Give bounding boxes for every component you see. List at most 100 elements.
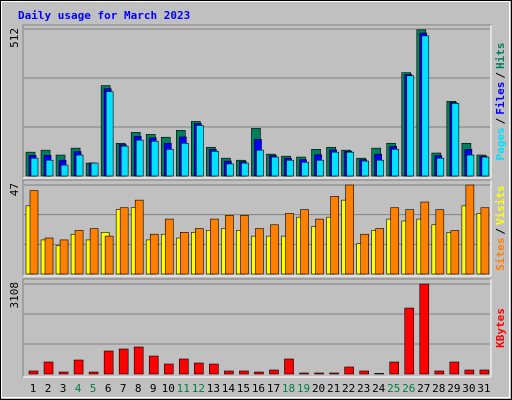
x-tick-label: 31 <box>477 382 490 395</box>
x-tick-label: 1 <box>30 382 37 395</box>
bar <box>314 372 324 375</box>
y-tick-label: 3108 <box>8 282 21 309</box>
bar <box>148 355 159 375</box>
legend-separator: / <box>494 228 507 235</box>
x-tick-label: 19 <box>297 382 310 395</box>
bar <box>481 156 490 177</box>
x-tick-label: 3 <box>60 382 67 395</box>
legend: Sites / Visits <box>494 185 507 271</box>
x-tick-label: 2 <box>45 382 52 395</box>
bar <box>254 371 264 375</box>
bar <box>240 214 249 275</box>
bar <box>284 358 294 375</box>
bar <box>105 91 114 177</box>
bar <box>60 164 69 177</box>
bar <box>45 159 54 177</box>
bar <box>375 228 384 275</box>
bar <box>256 149 264 177</box>
bar <box>59 239 69 275</box>
bar <box>89 228 99 275</box>
bar <box>329 372 339 375</box>
bar <box>435 209 445 275</box>
bar <box>88 371 99 375</box>
bar <box>480 207 490 275</box>
bar <box>450 230 460 275</box>
bar <box>196 125 204 177</box>
bar <box>344 366 354 375</box>
bar <box>134 199 144 275</box>
bar <box>346 151 354 177</box>
x-tick-label: 9 <box>150 382 157 395</box>
x-tick-label: 16 <box>252 382 265 395</box>
bar <box>211 151 219 177</box>
bar <box>285 213 294 275</box>
bar <box>195 228 204 275</box>
bar <box>241 162 249 177</box>
bar <box>316 159 324 177</box>
bar <box>345 184 354 275</box>
bar <box>436 157 445 177</box>
legend-entry: Pages <box>494 127 507 160</box>
bar <box>286 159 294 177</box>
x-tick-label: 18 <box>282 382 295 395</box>
legend-entry: Sites <box>494 238 507 271</box>
bar <box>331 151 339 177</box>
bar <box>74 230 84 275</box>
legend-entry: Files <box>494 82 507 115</box>
bar <box>239 370 249 375</box>
x-tick-label: 27 <box>417 382 430 395</box>
bar <box>210 218 219 275</box>
x-tick-label: 11 <box>177 382 190 395</box>
bar <box>359 370 369 375</box>
bar <box>226 163 234 177</box>
bar <box>390 207 400 275</box>
legend: Pages / Files / Hits <box>494 43 507 161</box>
legend-separator: / <box>494 117 507 124</box>
x-tick-label: 7 <box>120 382 127 395</box>
bar <box>28 370 39 375</box>
x-tick-label: 10 <box>162 382 175 395</box>
bar <box>73 359 84 375</box>
bar <box>179 358 189 375</box>
bar <box>419 283 430 375</box>
bar <box>165 148 174 177</box>
legend-separator: / <box>494 72 507 79</box>
bar <box>30 157 39 177</box>
x-tick-label: 8 <box>135 382 142 395</box>
bar <box>391 148 400 177</box>
x-tick-label: 30 <box>462 382 475 395</box>
x-tick-label: 20 <box>312 382 325 395</box>
x-tick-label: 28 <box>432 382 445 395</box>
x-tick-label: 15 <box>237 382 250 395</box>
chart-title: Daily usage for March 2023 <box>18 9 190 22</box>
bar <box>466 154 475 177</box>
bar <box>404 307 415 375</box>
bar <box>149 233 159 275</box>
bar <box>421 35 430 177</box>
x-tick-label: 29 <box>447 382 460 395</box>
bar <box>135 139 144 177</box>
bar <box>120 145 129 177</box>
x-tick-label: 4 <box>75 382 82 395</box>
bar <box>330 196 339 275</box>
bar <box>271 156 279 177</box>
bar <box>194 362 204 375</box>
bar <box>225 214 234 275</box>
bar <box>464 369 475 375</box>
bar <box>29 190 39 275</box>
bar <box>255 228 264 275</box>
bar <box>224 370 234 375</box>
bar <box>315 218 324 275</box>
bar <box>180 232 189 275</box>
bar <box>209 363 219 375</box>
x-tick-label: 5 <box>90 382 97 395</box>
y-tick-label: 512 <box>8 28 21 48</box>
x-tick-label: 24 <box>372 382 386 395</box>
bar <box>300 209 309 275</box>
bar <box>270 224 279 275</box>
bar <box>163 363 174 375</box>
bar <box>376 159 384 177</box>
bar <box>119 207 129 275</box>
